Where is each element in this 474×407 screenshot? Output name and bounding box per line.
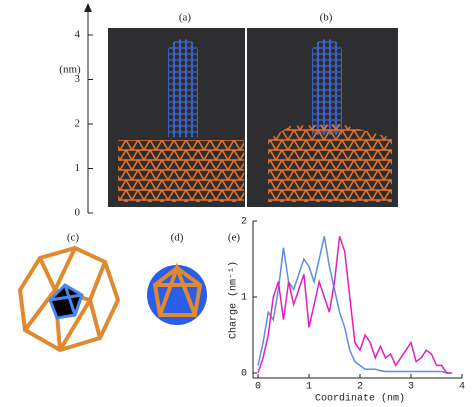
x-axis-label: Coordinate (nm) bbox=[315, 393, 405, 405]
scale-tick-label: 2 bbox=[75, 118, 81, 130]
nanotube-b bbox=[312, 39, 342, 135]
x-tick-label: 4 bbox=[459, 382, 465, 393]
x-tick-label: 3 bbox=[408, 382, 414, 393]
scale-tick-label: 0 bbox=[75, 207, 81, 219]
scale-tick-label: 3 bbox=[75, 73, 81, 85]
panel-label: (c) bbox=[67, 232, 80, 244]
series-line bbox=[257, 235, 452, 374]
cluster-c-core bbox=[48, 283, 84, 320]
panel-label: (a) bbox=[179, 12, 192, 24]
scale-tick-label: 4 bbox=[75, 29, 81, 41]
cluster-c bbox=[17, 245, 121, 353]
y-tick-label: 2 bbox=[241, 217, 247, 228]
y-tick-label: 0 bbox=[241, 369, 247, 380]
y-axis-label: Charge (nm⁻¹) bbox=[228, 261, 240, 339]
x-tick-label: 1 bbox=[306, 382, 312, 393]
substrate-b bbox=[268, 124, 392, 202]
scale-label: (nm) bbox=[59, 64, 81, 76]
y-tick-label: 1 bbox=[241, 293, 247, 304]
panel-label: (e) bbox=[228, 232, 241, 244]
scale-arrow bbox=[84, 3, 92, 12]
x-tick-label: 0 bbox=[255, 382, 261, 393]
x-tick-label: 2 bbox=[357, 382, 363, 393]
scale-tick-label: 1 bbox=[75, 162, 81, 174]
panel-label: (b) bbox=[320, 12, 333, 24]
series-line bbox=[257, 236, 452, 374]
substrate-a bbox=[118, 140, 244, 202]
nanotube-a bbox=[168, 39, 198, 137]
panel-label: (d) bbox=[171, 232, 184, 244]
cluster-d bbox=[147, 262, 207, 325]
